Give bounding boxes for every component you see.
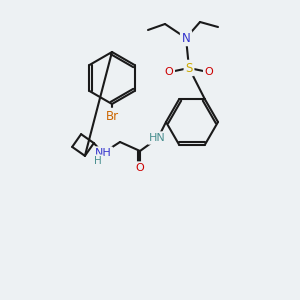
Text: HN: HN xyxy=(148,133,165,143)
Text: H: H xyxy=(94,156,102,166)
Text: O: O xyxy=(165,67,173,77)
Text: Br: Br xyxy=(105,110,119,122)
Text: S: S xyxy=(185,61,193,74)
Text: O: O xyxy=(136,163,144,173)
Text: N: N xyxy=(182,32,190,44)
Text: NH: NH xyxy=(94,148,111,158)
Text: O: O xyxy=(205,67,213,77)
